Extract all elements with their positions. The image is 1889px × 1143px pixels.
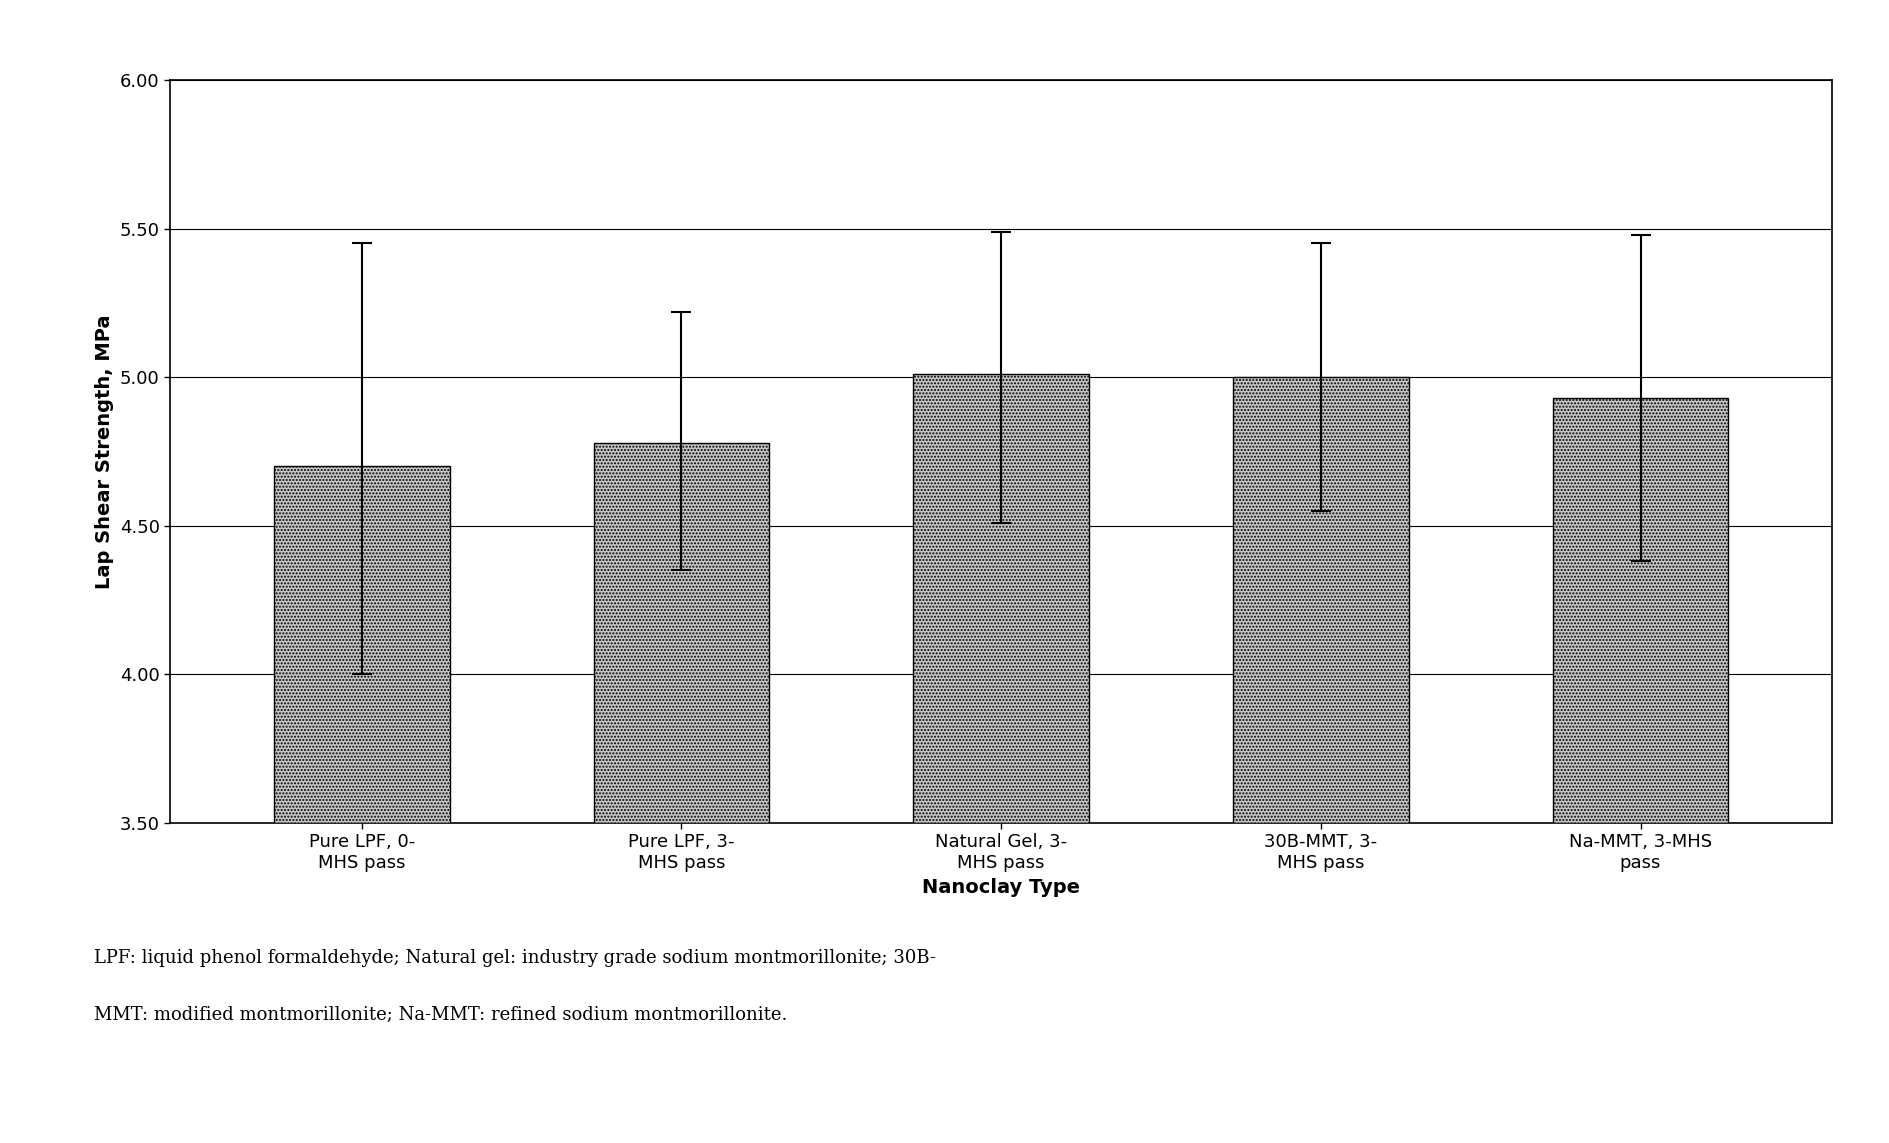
Text: MMT: modified montmorillonite; Na-MMT: refined sodium montmorillonite.: MMT: modified montmorillonite; Na-MMT: r… xyxy=(94,1006,788,1024)
Y-axis label: Lap Shear Strength, MPa: Lap Shear Strength, MPa xyxy=(94,314,113,589)
X-axis label: Nanoclay Type: Nanoclay Type xyxy=(922,878,1081,897)
Bar xyxy=(274,466,450,823)
Bar xyxy=(593,442,769,823)
Bar xyxy=(912,374,1090,823)
Bar xyxy=(1553,398,1728,823)
Bar xyxy=(1234,377,1409,823)
Text: LPF: liquid phenol formaldehyde; Natural gel: industry grade sodium montmorillon: LPF: liquid phenol formaldehyde; Natural… xyxy=(94,949,937,967)
